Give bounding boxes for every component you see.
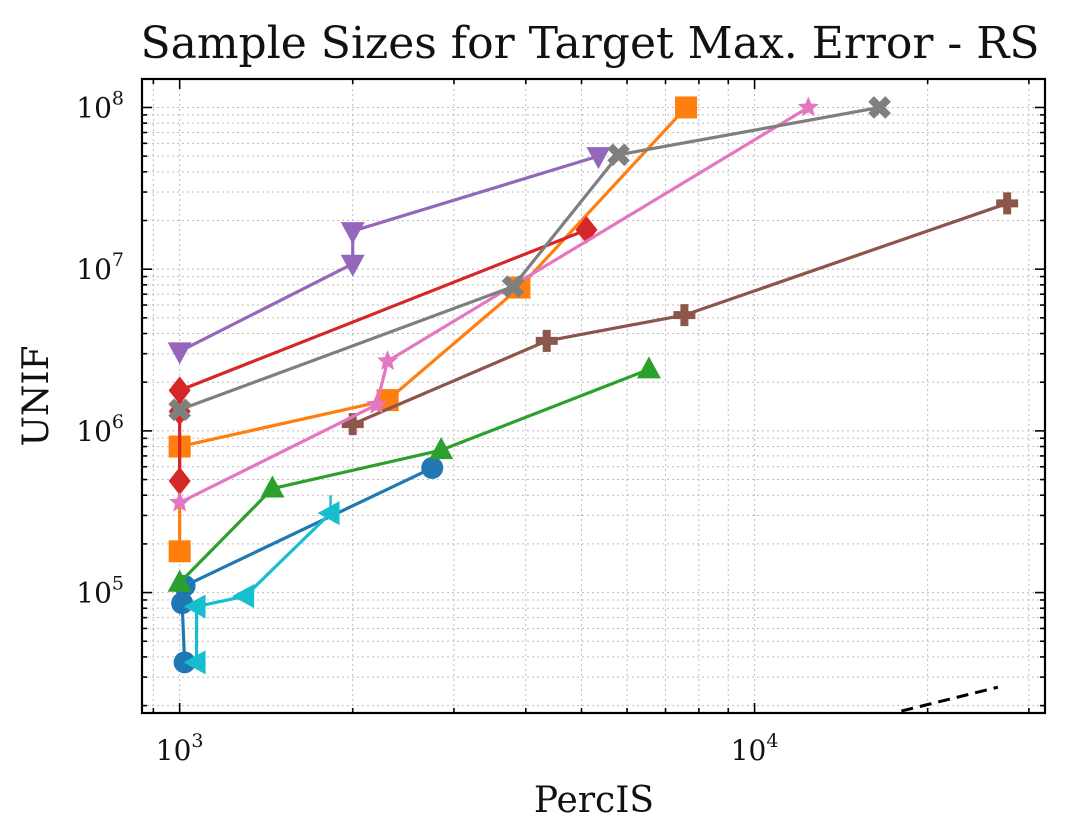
data-point-cyan-triangle-left: [232, 584, 255, 609]
data-point-gray-x: [607, 143, 630, 167]
data-point-gray-x: [868, 96, 891, 119]
series-line-brown-plus: [352, 201, 1008, 426]
data-point-brown-plus: [535, 329, 558, 352]
x-tick-label: 103: [156, 730, 204, 767]
y-tick-label-exponent: 8: [112, 87, 124, 109]
data-point-green-triangle-up: [636, 356, 661, 379]
series-line-purple-triangle-down: [178, 154, 599, 353]
plot-frame: [140, 77, 1047, 715]
data-point-red-diamond: [168, 466, 191, 495]
data-point-red-diamond: [168, 376, 191, 405]
chart-title: Sample Sizes for Target Max. Error - RS: [140, 18, 1039, 69]
data-point-gray-x-shape: [607, 143, 630, 167]
y-tick-label-base: 10: [76, 91, 112, 124]
data-point-gray-x: [501, 275, 525, 298]
data-point-cyan-triangle-left: [183, 650, 206, 675]
data-point-pink-star: [377, 350, 399, 370]
x-tick-label-exponent: 3: [191, 730, 203, 752]
data-point-pink-star: [797, 96, 819, 117]
y-tick-label: 105: [76, 573, 124, 610]
ticks-layer: [142, 79, 1045, 713]
data-point-green-triangle-up: [167, 569, 192, 592]
series-line-gray-x: [179, 105, 880, 412]
y-tick-label-base: 10: [76, 577, 112, 610]
data-point-orange-square: [675, 96, 698, 119]
data-point-purple-triangle-down: [340, 254, 365, 277]
y-tick-label: 108: [76, 87, 124, 124]
series-green-triangle-up: [167, 356, 661, 592]
series-pink-star: [169, 96, 819, 512]
data-point-brown-plus: [341, 413, 364, 436]
y-tick-label-exponent: 7: [112, 249, 124, 271]
grid-layer: [142, 79, 1045, 713]
reference-layer: [900, 685, 999, 713]
x-tick-label: 104: [731, 730, 779, 767]
x-axis-label: PercIS: [534, 780, 654, 821]
data-point-pink-star: [169, 491, 191, 512]
y-axis-label: UNIF: [16, 345, 57, 446]
data-point-green-triangle-up: [429, 437, 454, 460]
series-cyan-triangle-left: [183, 495, 340, 675]
y-tick-label-exponent: 6: [112, 411, 124, 433]
series-purple-triangle-down: [167, 147, 611, 365]
data-point-brown-plus: [673, 304, 696, 327]
x-tick-label-base: 10: [731, 734, 767, 767]
x-tick-label-exponent: 4: [766, 730, 778, 752]
data-point-cyan-triangle-left: [183, 594, 206, 619]
x-tick-label-base: 10: [156, 734, 192, 767]
series-brown-plus: [341, 192, 1019, 436]
y-tick-label: 106: [76, 411, 124, 448]
data-point-gray-x-shape: [168, 398, 191, 422]
y-tick-label: 107: [76, 249, 124, 286]
data-point-gray-x-shape: [868, 96, 891, 119]
series-line-green-triangle-up: [178, 367, 650, 584]
reference-dashed-line: [900, 685, 999, 713]
data-point-brown-plus: [996, 192, 1019, 215]
series-line-pink-star: [178, 106, 810, 505]
y-tick-label-base: 10: [76, 253, 112, 286]
data-point-purple-triangle-down: [586, 147, 611, 170]
data-point-cyan-triangle-left: [317, 501, 340, 526]
data-point-blue-circle: [421, 456, 444, 479]
data-point-orange-square: [168, 540, 191, 563]
series-gray-x: [168, 96, 891, 422]
series-layer: [167, 96, 1019, 675]
data-point-gray-x-shape: [501, 275, 525, 298]
data-point-purple-triangle-down: [167, 342, 192, 365]
data-point-pink-star: [366, 393, 387, 414]
data-point-gray-x: [168, 398, 191, 422]
data-point-purple-triangle-down: [340, 222, 365, 245]
y-tick-label-exponent: 5: [112, 573, 124, 595]
y-tick-label-base: 10: [76, 415, 112, 448]
series-line-cyan-triangle-left: [194, 511, 332, 663]
data-point-green-triangle-up: [260, 475, 285, 498]
